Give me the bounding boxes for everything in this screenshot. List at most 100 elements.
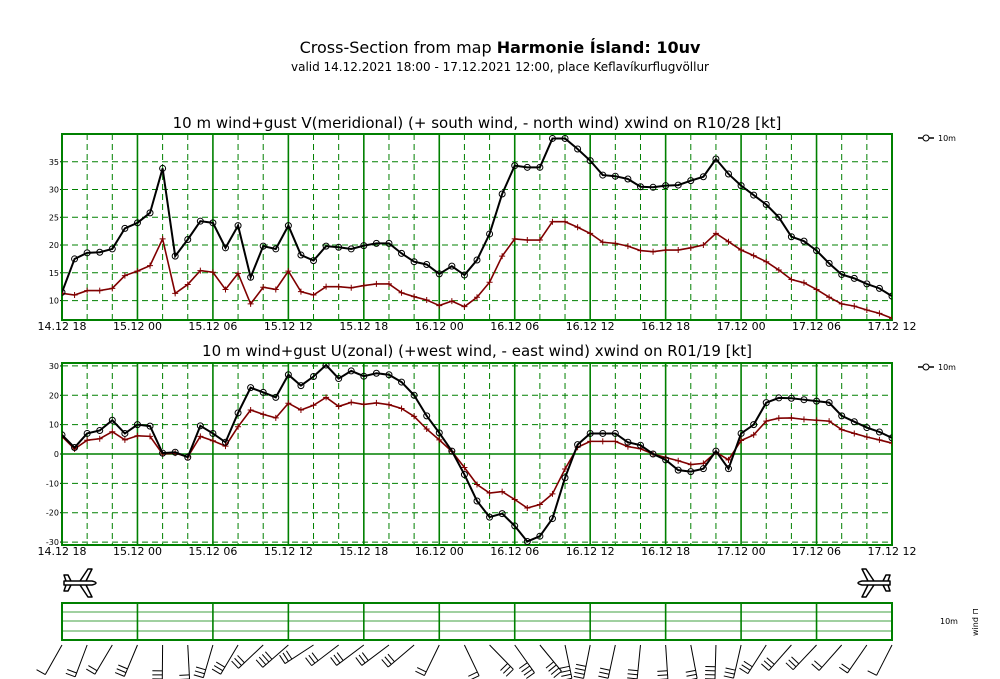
data-point-wind xyxy=(247,273,255,281)
wind-barb-feather xyxy=(518,662,528,669)
data-point-gust xyxy=(612,438,619,445)
data-point-gust xyxy=(411,293,418,300)
data-point-wind xyxy=(259,242,267,250)
data-point-wind xyxy=(460,271,468,279)
data-point-gust xyxy=(889,440,892,447)
x-tick-label: 14.12 18 xyxy=(38,545,87,558)
plot-frame xyxy=(61,362,893,546)
data-point-wind xyxy=(448,262,456,270)
x-tick-label: 15.12 18 xyxy=(339,545,388,558)
wind-barb xyxy=(187,644,191,679)
data-point-gust xyxy=(398,405,405,412)
wind-barb-feather xyxy=(502,666,511,674)
data-point-gust xyxy=(725,238,732,245)
wind-barb xyxy=(94,644,113,675)
wind-barb-feather xyxy=(743,660,753,668)
data-point-wind xyxy=(347,245,355,253)
data-point-wind xyxy=(297,251,305,259)
data-point-wind xyxy=(133,219,141,227)
wind-barb xyxy=(636,644,641,679)
data-point-wind xyxy=(272,245,280,253)
wind-barb-feather xyxy=(838,666,848,674)
data-point-gust xyxy=(775,415,782,422)
wind-barb-feather xyxy=(725,667,736,671)
wind-barb-feather xyxy=(387,653,395,663)
data-point-gust xyxy=(574,224,581,231)
data-point-wind xyxy=(372,369,380,377)
wind-barb-feather xyxy=(114,672,125,677)
wind-barb-feather xyxy=(685,669,696,673)
data-point-wind xyxy=(196,422,204,430)
data-point-gust xyxy=(536,501,543,508)
data-point-gust xyxy=(851,430,858,437)
wind-barb xyxy=(44,644,63,675)
wind-barb-feather xyxy=(308,654,316,664)
series-group xyxy=(62,134,892,320)
wind-barb xyxy=(583,644,591,679)
wind-barb-feather xyxy=(553,670,562,678)
wind-barb-feather xyxy=(211,668,221,675)
data-point-wind xyxy=(611,429,619,437)
data-point-wind xyxy=(624,175,632,183)
wind-barb-feather xyxy=(523,668,533,676)
data-point-gust xyxy=(222,443,229,450)
data-point-gust xyxy=(461,464,468,471)
data-point-gust xyxy=(851,303,858,310)
data-point-wind xyxy=(574,145,582,153)
data-point-wind xyxy=(687,177,695,185)
wind-barb xyxy=(202,644,214,678)
data-point-wind xyxy=(146,209,154,217)
data-point-gust xyxy=(461,303,468,310)
wind-barb-feather xyxy=(739,667,749,675)
wind-barb-feather xyxy=(573,675,584,679)
wind-barb xyxy=(423,644,440,676)
wind-barb xyxy=(665,644,669,679)
data-point-wind xyxy=(259,388,267,396)
data-point-gust xyxy=(323,283,330,290)
wind-barb-feather xyxy=(231,660,239,669)
data-point-gust xyxy=(436,302,443,309)
x-tick-label: 14.12 18 xyxy=(38,320,87,333)
data-point-wind xyxy=(662,456,670,464)
wind-barb-feather xyxy=(193,674,204,679)
wind-barb-feather xyxy=(724,671,735,675)
data-point-wind xyxy=(335,375,343,383)
data-point-wind xyxy=(435,270,443,278)
data-point-gust xyxy=(360,401,367,408)
page-subtitle: valid 14.12.2021 18:00 - 17.12.2021 12:0… xyxy=(290,60,709,74)
data-point-gust xyxy=(587,438,594,445)
data-point-wind xyxy=(838,412,846,420)
data-point-wind xyxy=(674,181,682,189)
x-tick-label: 17.12 06 xyxy=(792,545,841,558)
data-point-wind xyxy=(146,422,154,430)
data-point-gust xyxy=(96,435,103,442)
wind-barb-feather xyxy=(384,656,392,665)
data-point-wind xyxy=(247,384,255,392)
data-point-gust xyxy=(700,242,707,249)
wind-barb-feather xyxy=(36,669,46,676)
data-point-gust xyxy=(813,417,820,424)
data-point-wind xyxy=(284,371,292,379)
wind-barb-feather xyxy=(788,659,797,668)
data-point-wind xyxy=(888,292,892,300)
panel-title: 10 m wind+gust V(meridional) (+ south wi… xyxy=(173,114,782,132)
data-point-gust xyxy=(838,300,845,307)
data-point-gust xyxy=(260,284,267,291)
data-point-wind xyxy=(297,382,305,390)
data-point-gust xyxy=(624,243,631,250)
data-point-wind xyxy=(171,448,179,456)
data-point-wind xyxy=(473,256,481,264)
series-line-wind xyxy=(62,137,892,297)
wind-barb-feather xyxy=(574,671,585,675)
data-point-gust xyxy=(763,258,770,265)
data-point-gust xyxy=(335,283,342,290)
data-point-wind xyxy=(347,367,355,375)
data-point-wind xyxy=(209,219,217,227)
data-point-wind xyxy=(725,170,733,178)
data-point-wind xyxy=(498,190,506,198)
x-tick-label: 16.12 18 xyxy=(641,320,690,333)
wind-barb-feather xyxy=(548,664,557,672)
wind-barb-feather xyxy=(358,654,366,664)
wind-barb-feather xyxy=(67,669,77,674)
data-point-wind xyxy=(511,522,519,530)
